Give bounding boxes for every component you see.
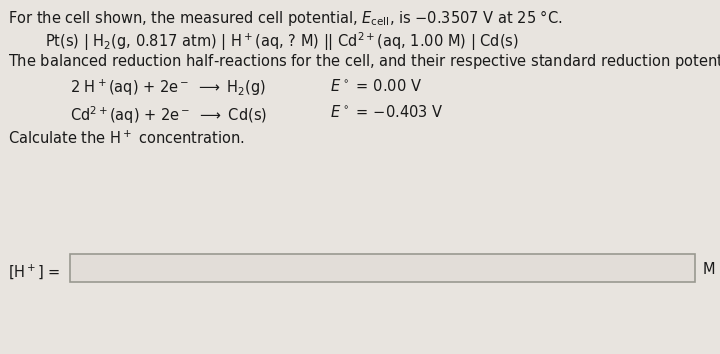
- FancyBboxPatch shape: [70, 254, 695, 282]
- Text: Pt(s) | H$_2$(g, 0.817 atm) | H$^+$(aq, ? M) || Cd$^{2+}$(aq, 1.00 M) | Cd(s): Pt(s) | H$_2$(g, 0.817 atm) | H$^+$(aq, …: [45, 30, 519, 53]
- Text: $\mathit{E}^\circ$ = $-$0.403 V: $\mathit{E}^\circ$ = $-$0.403 V: [330, 104, 444, 120]
- Text: For the cell shown, the measured cell potential, $\mathit{E}_\mathrm{cell}$, is : For the cell shown, the measured cell po…: [8, 8, 562, 28]
- Text: [H$^+$] =: [H$^+$] =: [8, 262, 60, 281]
- Text: The balanced reduction half-reactions for the cell, and their respective standar: The balanced reduction half-reactions fo…: [8, 52, 720, 71]
- Text: Cd$^{2+}$(aq) + 2e$^-$ $\longrightarrow$ Cd(s): Cd$^{2+}$(aq) + 2e$^-$ $\longrightarrow$…: [70, 104, 267, 126]
- Text: $\mathit{E}^\circ$ = 0.00 V: $\mathit{E}^\circ$ = 0.00 V: [330, 78, 422, 94]
- Text: 2 H$^+$(aq) + 2e$^-$ $\longrightarrow$ H$_2$(g): 2 H$^+$(aq) + 2e$^-$ $\longrightarrow$ H…: [70, 78, 266, 98]
- Text: Calculate the H$^+$ concentration.: Calculate the H$^+$ concentration.: [8, 130, 245, 147]
- Text: M: M: [703, 262, 716, 277]
